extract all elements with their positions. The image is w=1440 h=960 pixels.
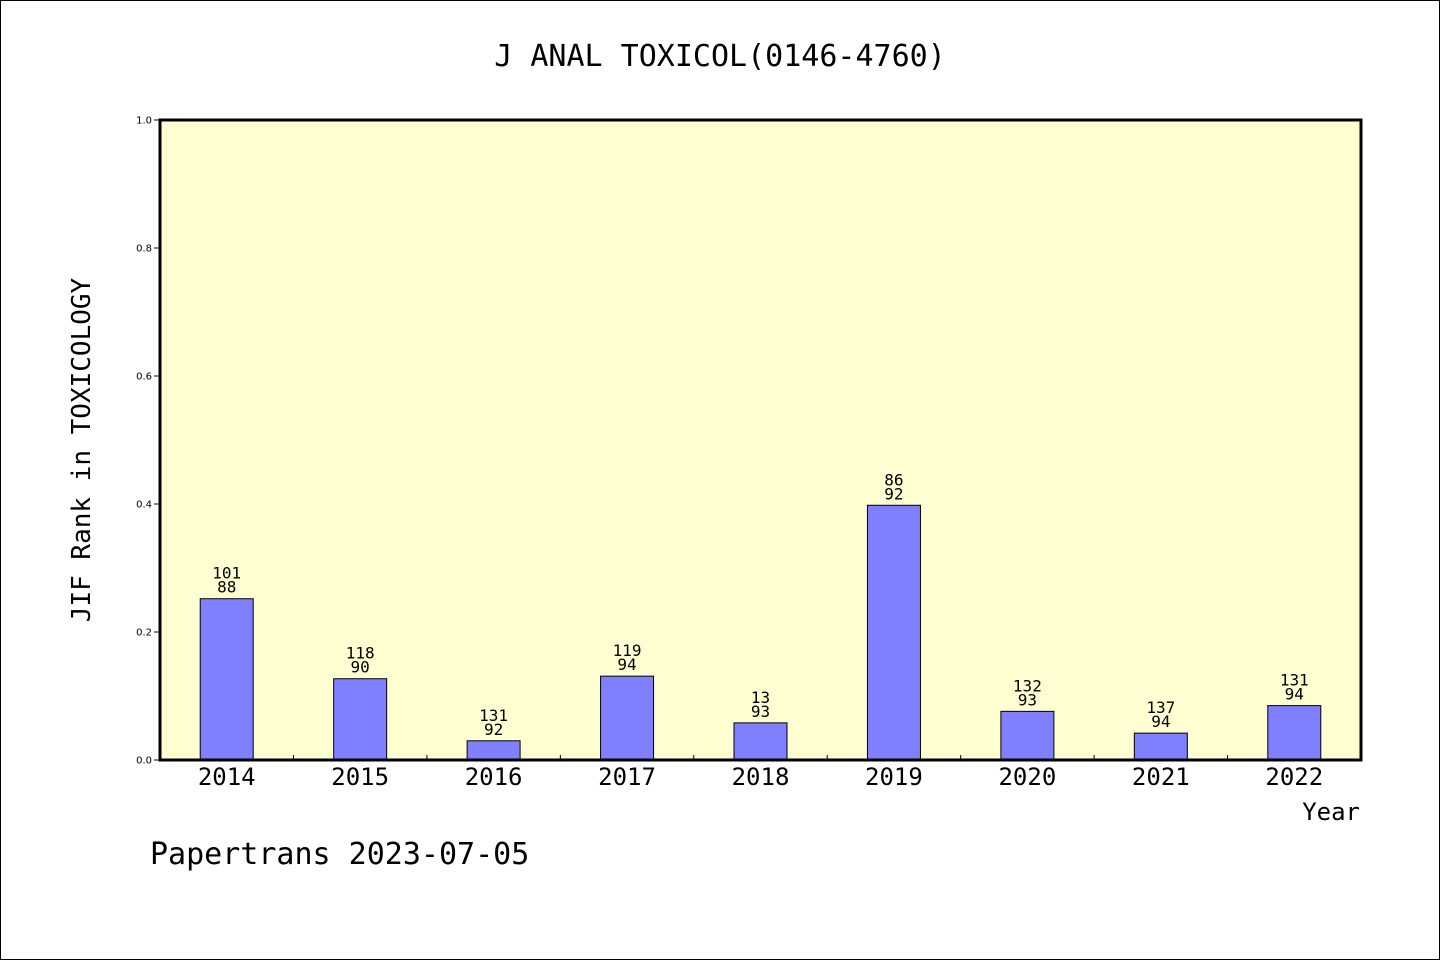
bar-2019 (866, 504, 921, 761)
x-tick-label: 2018 (732, 763, 790, 791)
data-label-rank: 132 (1013, 676, 1042, 695)
data-label-percentile: 90 (351, 658, 370, 677)
chart-title: J ANAL TOXICOL(0146-4760) (494, 39, 946, 74)
data-label-percentile: 94 (1285, 685, 1304, 704)
footer-text: Papertrans 2023-07-05 (150, 837, 529, 872)
data-label-percentile: 93 (1018, 690, 1037, 709)
y-tick-label: 0.2 (136, 628, 152, 639)
bar-2022 (1267, 705, 1322, 761)
x-tick-label: 2021 (1132, 763, 1190, 791)
x-tick-label: 2017 (598, 763, 656, 791)
data-label-rank: 86 (884, 470, 903, 489)
data-label-rank: 137 (1146, 698, 1175, 717)
bars-group (199, 504, 1322, 761)
bar-2017 (600, 675, 655, 761)
y-tick-label: 1.0 (136, 116, 152, 127)
y-axis: 0.0 0.2 0.4 0.6 0.8 1.0 (136, 116, 160, 767)
x-tick-label: 2019 (865, 763, 923, 791)
y-tick-label: 0.8 (136, 244, 152, 255)
x-tick-label: 2020 (998, 763, 1056, 791)
y-tick-label: 0.6 (136, 372, 152, 383)
bar-2015 (333, 678, 388, 761)
data-label-percentile: 94 (617, 655, 636, 674)
x-tick-label: 2014 (198, 763, 256, 791)
data-label-rank: 101 (212, 564, 241, 583)
plot-border (158, 118, 1363, 762)
data-label-percentile: 88 (217, 578, 236, 597)
x-tick-label: 2015 (331, 763, 389, 791)
data-label-rank: 119 (613, 641, 642, 660)
data-label-percentile: 92 (484, 720, 503, 739)
plot-area (160, 120, 1361, 760)
y-tick-label: 0.0 (136, 756, 152, 767)
y-tick-label: 0.4 (136, 500, 152, 511)
x-axis: 2014 2015 2016 2017 2018 2019 2020 2021 2022 (198, 755, 1323, 791)
data-label-percentile: 92 (884, 484, 903, 503)
bar-2021 (1133, 732, 1188, 761)
data-label-percentile: 94 (1151, 712, 1170, 731)
data-label-rank: 131 (479, 706, 508, 725)
x-tick-label: 2016 (465, 763, 523, 791)
data-label-percentile: 93 (751, 702, 770, 721)
data-label-rank: 13 (751, 688, 770, 707)
data-label-rank: 118 (346, 644, 375, 663)
bar-2014 (199, 598, 254, 761)
bar-2018 (733, 722, 788, 761)
data-label-rank: 131 (1280, 671, 1309, 690)
y-axis-label: JIF Rank in TOXICOLOGY (67, 277, 97, 622)
x-axis-label: Year (1302, 798, 1360, 826)
x-tick-label: 2022 (1265, 763, 1323, 791)
bar-2016 (466, 740, 521, 761)
bar-2020 (1000, 710, 1055, 761)
